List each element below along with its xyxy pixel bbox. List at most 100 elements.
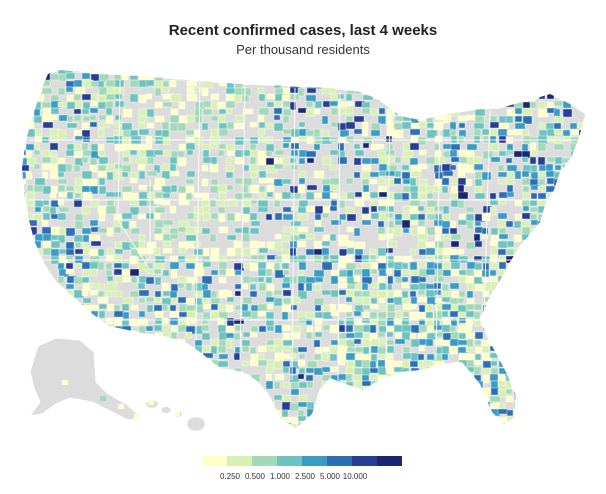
- county-cell: [425, 380, 436, 387]
- county-cell: [81, 289, 89, 297]
- county-cell: [401, 93, 411, 101]
- county-cell: [369, 171, 380, 178]
- county-cell: [538, 367, 547, 376]
- county-cell: [409, 290, 417, 298]
- county-cell: [146, 304, 154, 313]
- county-cell: [497, 248, 507, 256]
- county-cell: [217, 206, 226, 214]
- county-cell: [497, 416, 509, 423]
- alaska-county-cell: [62, 380, 68, 385]
- county-cell: [409, 303, 418, 310]
- county-cell: [282, 108, 292, 117]
- county-cell: [82, 423, 94, 428]
- county-cell: [513, 374, 522, 382]
- county-cell: [65, 80, 76, 88]
- county-cell: [121, 346, 131, 354]
- county-cell: [226, 422, 238, 428]
- county-cell: [153, 359, 163, 366]
- county-cell: [225, 339, 233, 349]
- county-cell: [202, 303, 212, 310]
- county-cell: [162, 290, 171, 297]
- county-cell: [450, 409, 461, 417]
- county-cell: [378, 380, 389, 390]
- county-cell: [433, 388, 445, 398]
- county-cell: [521, 156, 529, 163]
- county-cell: [505, 178, 515, 186]
- county-cell: [538, 430, 548, 436]
- county-cell: [257, 310, 268, 317]
- county-cell: [273, 394, 283, 401]
- county-cell: [22, 213, 26, 221]
- county-cell: [410, 296, 418, 305]
- county-cell: [177, 296, 188, 304]
- county-cell: [233, 352, 241, 361]
- county-cell: [425, 409, 437, 419]
- county-cell: [394, 129, 404, 139]
- county-cell: [161, 70, 169, 73]
- county-cell: [106, 227, 114, 237]
- county-cell: [410, 170, 421, 178]
- county-cell: [361, 128, 369, 137]
- county-cell: [211, 431, 220, 437]
- county-cell: [210, 101, 219, 110]
- county-cell: [138, 297, 146, 304]
- county-cell: [538, 332, 550, 340]
- county-cell: [497, 408, 509, 415]
- county-cell: [434, 402, 445, 410]
- county-cell: [209, 163, 219, 173]
- county-cell: [465, 381, 475, 388]
- county-cell: [385, 331, 394, 338]
- county-cell: [378, 233, 386, 241]
- county-cell: [106, 171, 114, 181]
- county-cell: [587, 360, 597, 367]
- county-cell: [90, 240, 102, 247]
- county-cell: [489, 121, 500, 129]
- county-cell: [505, 380, 513, 390]
- county-cell: [22, 366, 28, 375]
- county-cell: [290, 234, 301, 242]
- county-cell: [450, 331, 460, 341]
- county-cell: [457, 409, 469, 418]
- county-cell: [291, 430, 301, 438]
- county-cell: [170, 184, 178, 193]
- county-cell: [297, 290, 308, 300]
- county-cell: [587, 326, 594, 332]
- county-cell: [105, 115, 114, 125]
- county-cell: [489, 345, 501, 352]
- county-cell: [553, 374, 564, 382]
- county-cell: [361, 380, 372, 387]
- county-cell: [377, 401, 388, 409]
- county-cell: [529, 311, 541, 319]
- county-cell: [177, 150, 185, 158]
- county-cell: [401, 387, 413, 397]
- county-cell: [426, 325, 435, 333]
- county-cell: [225, 268, 235, 277]
- county-cell: [530, 408, 542, 415]
- county-cell: [578, 430, 585, 435]
- county-cell: [490, 360, 498, 367]
- county-cell: [153, 247, 161, 256]
- county-cell: [345, 317, 356, 327]
- county-cell: [577, 80, 586, 90]
- county-cell: [129, 367, 138, 377]
- county-cell: [201, 317, 209, 325]
- county-cell: [273, 73, 283, 80]
- county-cell: [514, 381, 525, 390]
- county-cell: [426, 122, 435, 129]
- county-cell: [161, 422, 170, 428]
- county-cell: [587, 164, 596, 172]
- county-cell: [553, 220, 561, 227]
- county-cell: [242, 192, 253, 199]
- county-cell: [122, 332, 130, 342]
- county-cell: [587, 318, 594, 325]
- county-cell: [129, 70, 138, 74]
- county-cell: [585, 310, 586, 319]
- county-cell: [273, 107, 283, 115]
- county-cell: [26, 70, 34, 76]
- county-cell: [570, 191, 580, 198]
- county-cell: [481, 212, 491, 222]
- county-cell: [466, 156, 475, 165]
- county-cell: [65, 409, 76, 416]
- county-cell: [273, 163, 284, 170]
- county-cell: [337, 93, 345, 100]
